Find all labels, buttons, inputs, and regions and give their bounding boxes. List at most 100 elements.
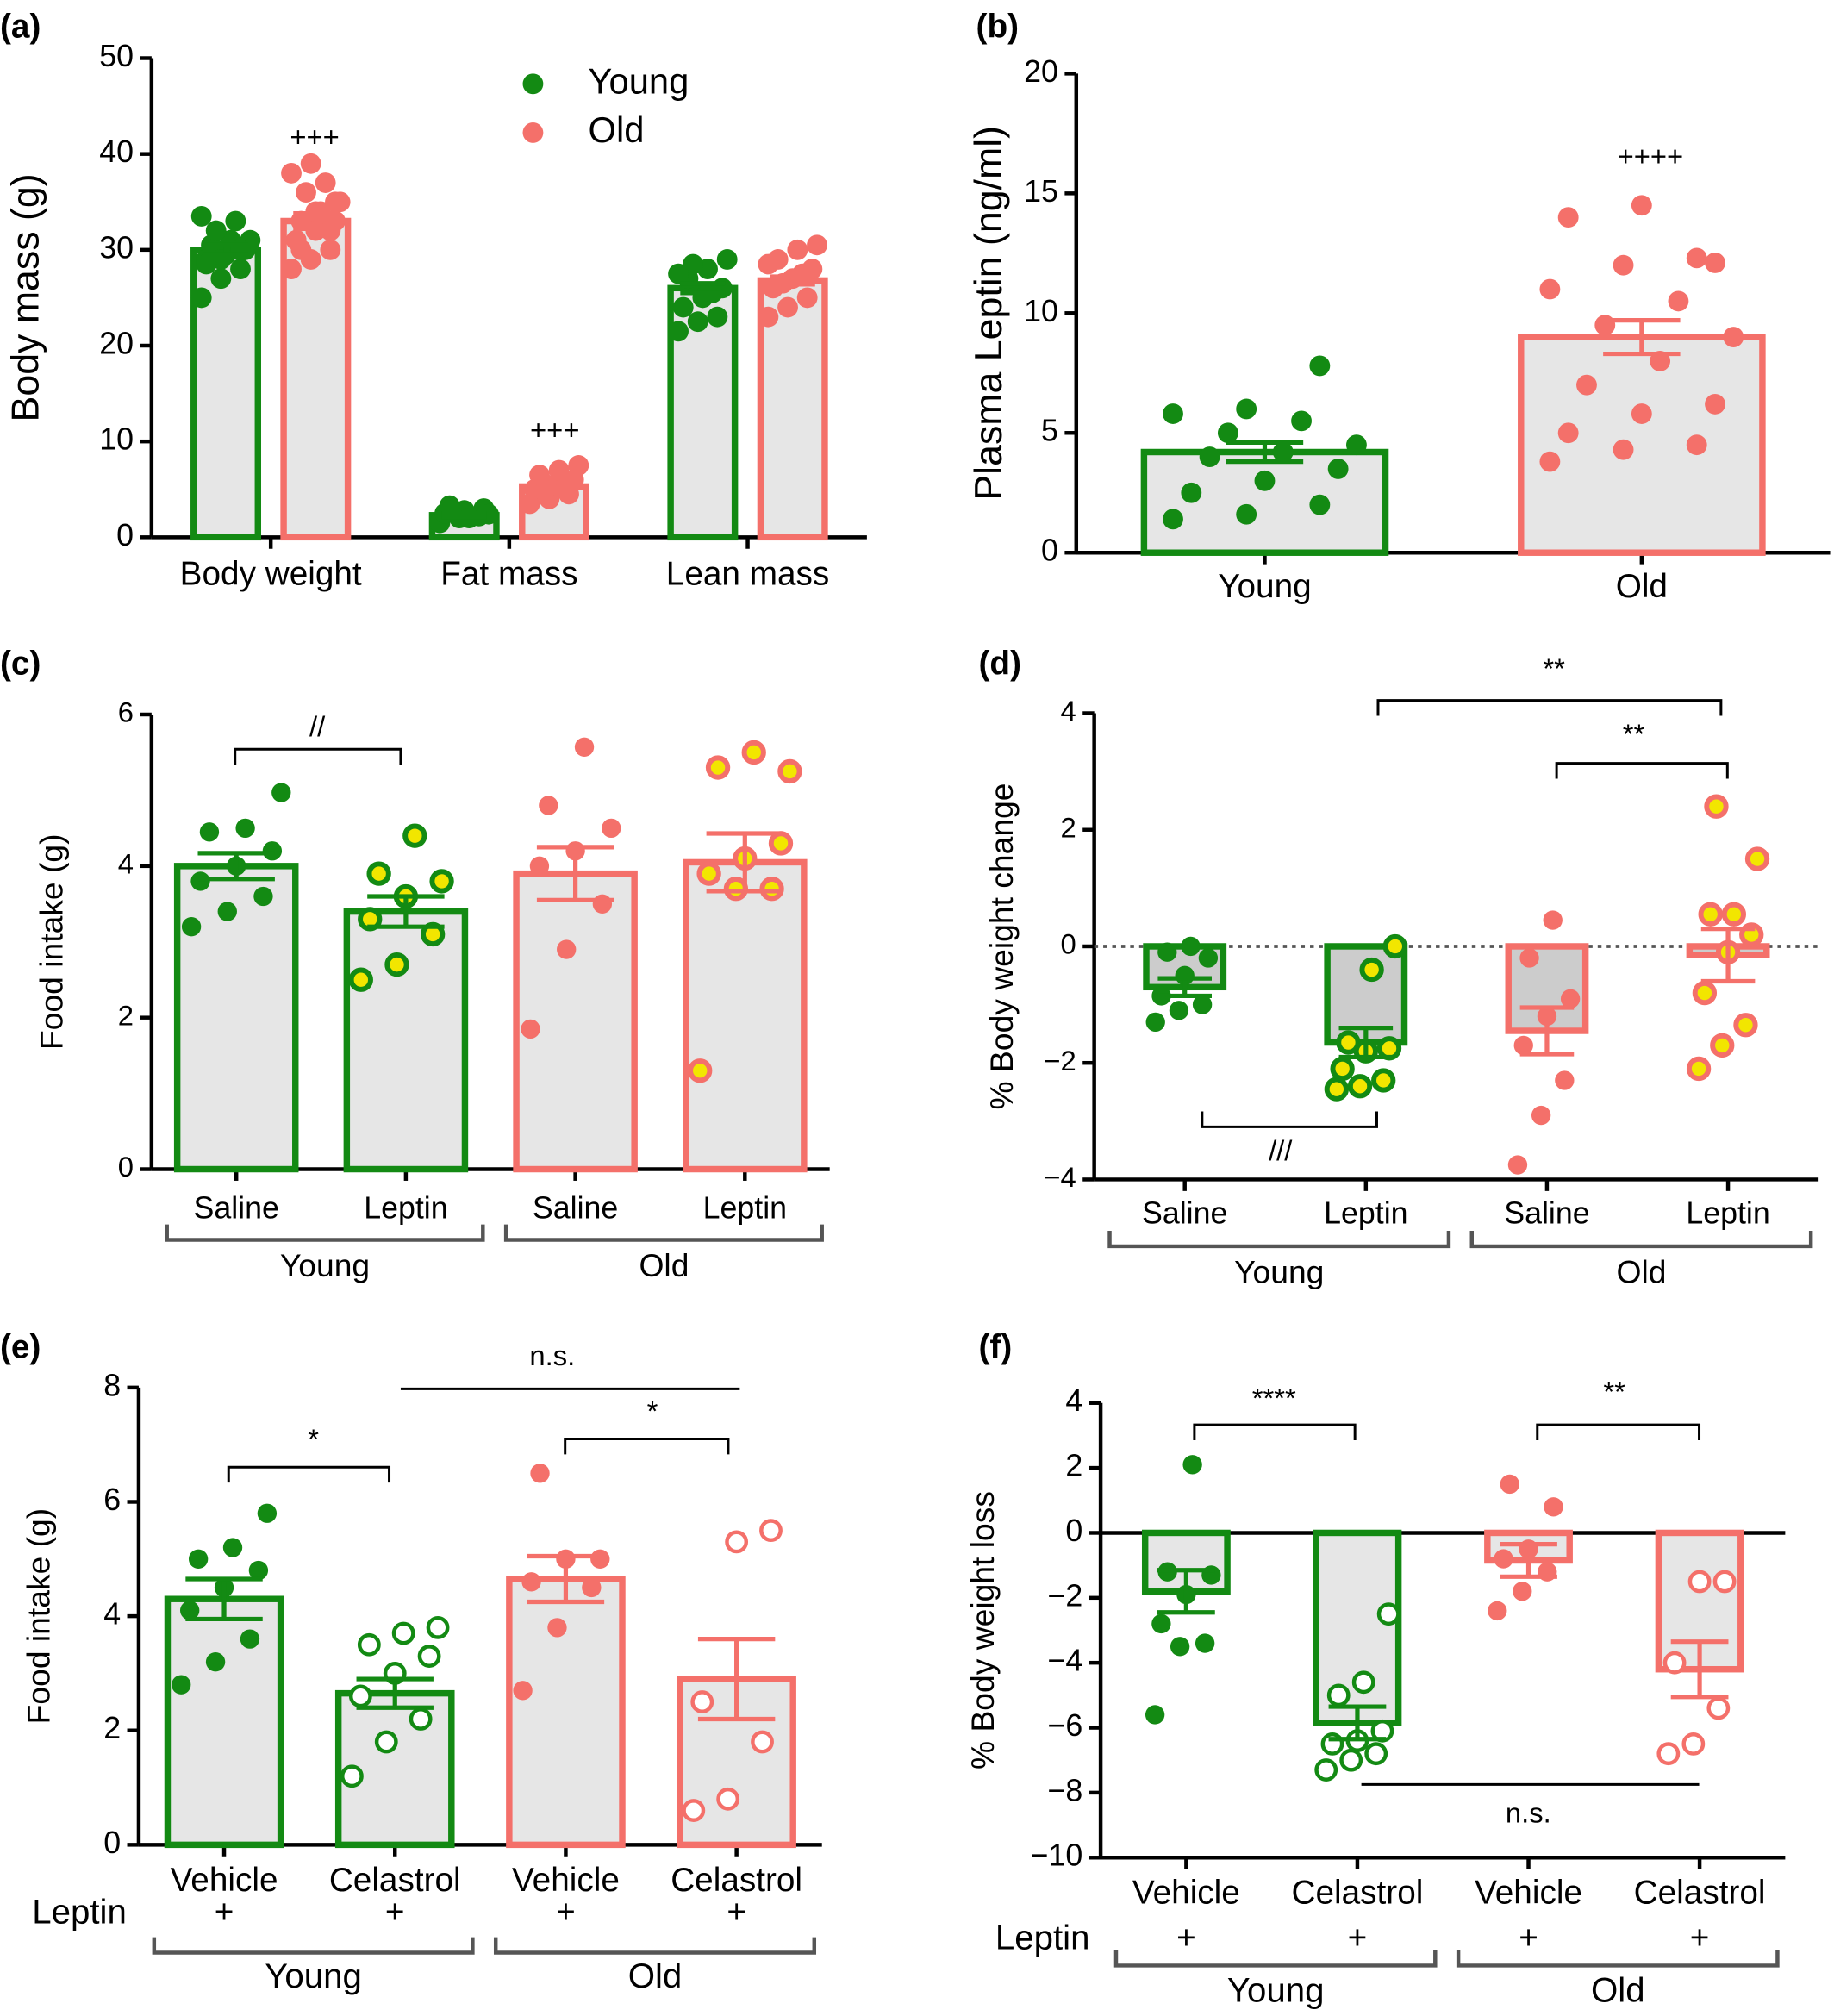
data-point <box>1364 1742 1388 1766</box>
data-point <box>205 1651 226 1672</box>
panel-label: (f) <box>979 1328 1013 1365</box>
data-point <box>688 1058 713 1083</box>
data-point <box>1192 995 1213 1014</box>
data-point <box>777 296 798 318</box>
data-point <box>1181 936 1201 957</box>
data-point <box>513 1681 533 1701</box>
row-mark: + <box>215 1894 234 1931</box>
data-point <box>190 206 212 227</box>
data-point <box>1539 451 1561 472</box>
data-point <box>1309 494 1331 515</box>
x-tick-label: Body weight <box>180 555 362 592</box>
data-point <box>1576 374 1597 396</box>
data-point <box>787 239 808 260</box>
x-tick-label: Saline <box>194 1191 279 1226</box>
data-point <box>235 818 255 839</box>
panel-label: (b) <box>976 8 1019 45</box>
row-mark: + <box>385 1894 405 1931</box>
data-point <box>672 296 694 318</box>
y-axis-label: Food intake (g) <box>21 1508 57 1725</box>
data-point <box>1560 989 1581 1009</box>
data-point <box>1513 1035 1533 1056</box>
data-point <box>1351 1670 1376 1695</box>
data-point <box>1339 1748 1363 1772</box>
y-tick-label: −8 <box>1047 1773 1082 1807</box>
data-point <box>1519 948 1539 968</box>
x-tick-label: Saline <box>533 1191 618 1226</box>
data-point <box>1170 1637 1190 1657</box>
data-point <box>320 239 341 260</box>
y-axis-label: Body mass (g) <box>5 173 47 421</box>
row-mark: + <box>727 1894 746 1931</box>
data-point <box>1291 410 1312 432</box>
data-point <box>1145 1705 1165 1725</box>
annotation: n.s. <box>1506 1797 1551 1829</box>
group-bracket <box>503 1224 824 1242</box>
x-tick-label: Leptin <box>703 1191 787 1226</box>
data-point <box>1217 422 1238 444</box>
data-point <box>1687 1570 1712 1594</box>
data-point <box>271 783 291 802</box>
data-point <box>696 861 721 886</box>
annotation: // <box>309 710 326 742</box>
data-point <box>1662 1651 1687 1675</box>
y-axis-label: Food intake (g) <box>33 833 69 1050</box>
data-point <box>248 1560 269 1581</box>
annotation: /// <box>1269 1134 1293 1166</box>
data-point <box>199 822 220 842</box>
group-label: Old <box>628 1957 683 1995</box>
row-mark: + <box>1519 1919 1538 1957</box>
data-point <box>553 477 575 498</box>
data-point <box>1236 503 1257 525</box>
data-point <box>777 758 802 784</box>
data-point <box>582 1577 602 1598</box>
data-point <box>716 249 738 270</box>
data-point <box>574 737 595 757</box>
data-point <box>296 182 316 203</box>
group-bracket <box>1114 1950 1438 1968</box>
y-tick-label: −6 <box>1047 1708 1082 1743</box>
group-bracket <box>1107 1231 1451 1249</box>
data-point <box>1744 846 1770 871</box>
data-point <box>668 263 689 284</box>
annotation: +++ <box>530 414 579 446</box>
y-tick-label: 0 <box>116 518 134 552</box>
data-point <box>1557 422 1579 444</box>
data-point <box>366 861 391 886</box>
row-label: Leptin <box>995 1918 1090 1957</box>
y-axis-label: % Body weight loss <box>964 1491 1001 1769</box>
x-tick-label: Leptin <box>1324 1196 1407 1231</box>
group-label: Young <box>1234 1254 1324 1290</box>
data-point <box>1721 902 1747 927</box>
data-point <box>1692 980 1718 1006</box>
y-tick-label: 10 <box>99 422 134 457</box>
data-point <box>1704 794 1729 819</box>
y-axis-label: Plasma Leptin (ng/ml) <box>968 126 1010 501</box>
row-mark: + <box>1348 1919 1368 1957</box>
data-point <box>300 153 321 174</box>
data-point <box>548 459 570 481</box>
y-tick-label: 0 <box>103 1826 121 1860</box>
data-point <box>188 1549 209 1569</box>
group-bracket <box>493 1937 817 1955</box>
data-point <box>705 755 731 780</box>
x-tick-label: Vehicle <box>1475 1875 1582 1912</box>
y-tick-label: 20 <box>1024 54 1058 89</box>
data-point <box>1326 1683 1351 1707</box>
data-point <box>1539 278 1561 300</box>
data-point <box>1163 509 1183 530</box>
data-point <box>521 1572 541 1592</box>
data-point <box>1346 434 1367 456</box>
y-tick-label: 50 <box>99 39 134 73</box>
data-point <box>348 1684 372 1708</box>
data-point <box>807 234 827 256</box>
significance-bracket <box>1193 1423 1357 1440</box>
data-point <box>1494 1549 1513 1569</box>
annotation: ** <box>1543 652 1565 684</box>
y-tick-label: −10 <box>1031 1838 1083 1873</box>
group-label: Old <box>1616 1254 1666 1290</box>
group-label: Old <box>639 1247 689 1283</box>
data-point <box>1347 1074 1373 1099</box>
data-point <box>1705 393 1725 415</box>
data-point <box>1157 942 1177 962</box>
